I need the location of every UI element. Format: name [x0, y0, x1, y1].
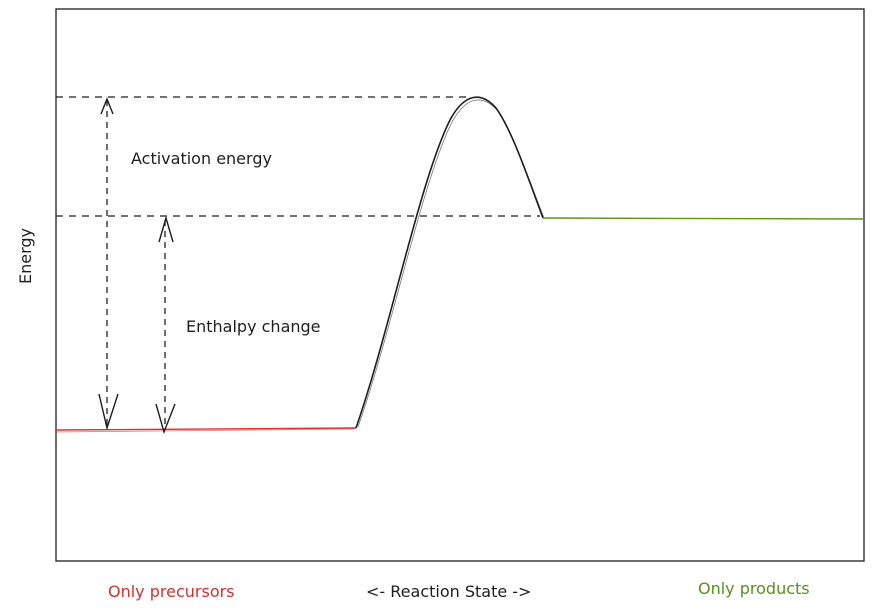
- precursors-label: Only precursors: [108, 582, 235, 601]
- x-axis-label: <- Reaction State ->: [366, 582, 531, 601]
- enthalpy-change-label: Enthalpy change: [186, 317, 321, 336]
- plot-frame: [55, 8, 865, 562]
- activation-energy-label: Activation energy: [131, 149, 272, 168]
- y-axis-label: Energy: [16, 228, 35, 284]
- product-level-line: [542, 217, 865, 220]
- precursor-level-line: [55, 427, 357, 431]
- reaction-curve: [355, 96, 544, 429]
- products-label: Only products: [698, 579, 810, 598]
